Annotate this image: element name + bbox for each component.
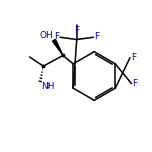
Text: 2: 2 (45, 83, 50, 88)
Text: F: F (131, 53, 136, 62)
Text: F: F (74, 26, 79, 35)
Text: OH: OH (40, 31, 53, 40)
Polygon shape (53, 39, 63, 55)
Text: F: F (54, 32, 59, 41)
Text: NH: NH (41, 82, 55, 91)
Text: F: F (94, 32, 99, 41)
Text: F: F (132, 79, 137, 88)
